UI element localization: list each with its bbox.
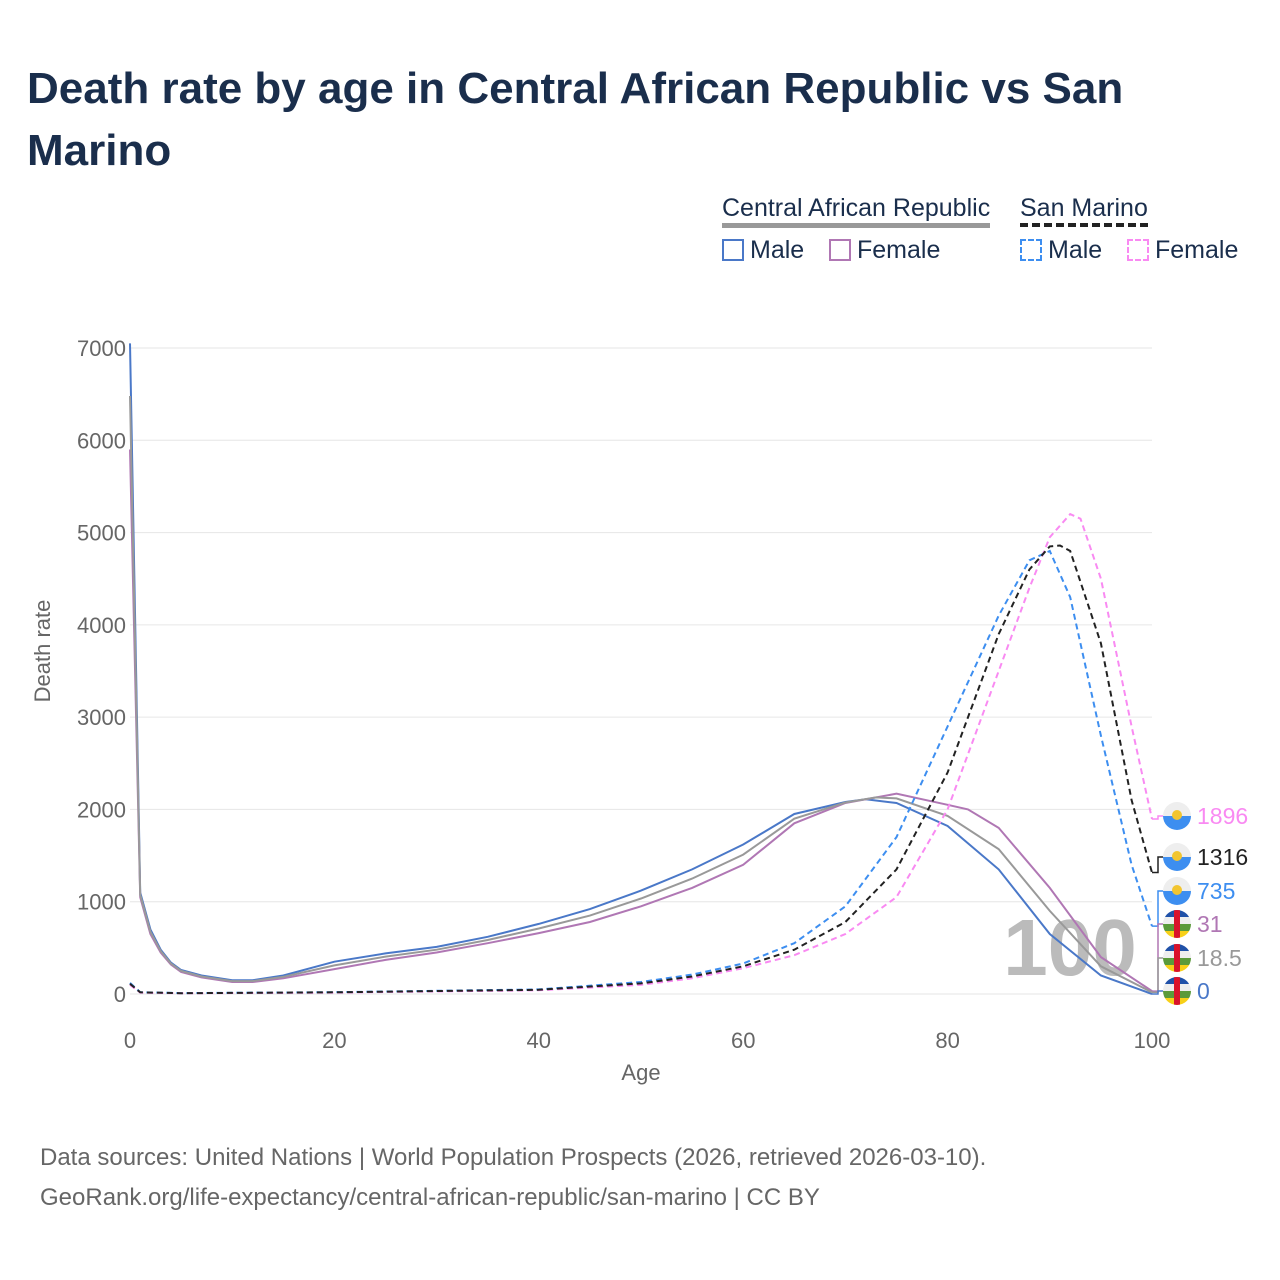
end-label-connector bbox=[1152, 890, 1166, 927]
legend-car-female[interactable]: Female bbox=[829, 236, 940, 265]
end-label-connector bbox=[1152, 856, 1166, 874]
end-label-connector bbox=[1152, 815, 1166, 820]
legend-swatch bbox=[1127, 239, 1149, 261]
series-line-3 bbox=[129, 549, 1153, 995]
legend-sm-male[interactable]: Male bbox=[1020, 236, 1102, 265]
legend-sm-female[interactable]: Female bbox=[1127, 236, 1238, 265]
chart-title: Death rate by age in Central African Rep… bbox=[27, 64, 1124, 175]
san-marino-flag-icon bbox=[1163, 843, 1191, 871]
end-value-label: 31 bbox=[1197, 911, 1223, 937]
y-tick-label: 5000 bbox=[77, 521, 126, 546]
legend-swatch bbox=[1020, 239, 1042, 261]
legend-swatch bbox=[829, 239, 851, 261]
y-tick-label: 4000 bbox=[77, 613, 126, 638]
end-value-label: 1316 bbox=[1197, 844, 1248, 870]
end-label-connector bbox=[1152, 957, 1166, 994]
end-value-label: 0 bbox=[1197, 978, 1210, 1004]
car-flag-icon bbox=[1163, 910, 1191, 938]
series-line-1 bbox=[129, 449, 1153, 992]
series-line-2 bbox=[129, 395, 1153, 994]
x-tick-label: 0 bbox=[124, 1028, 136, 1053]
x-tick-label: 80 bbox=[935, 1028, 959, 1053]
legend-car-male[interactable]: Male bbox=[722, 236, 804, 265]
y-tick-label: 2000 bbox=[77, 797, 126, 822]
legend-label: Male bbox=[750, 236, 805, 264]
legend-label: Female bbox=[1155, 236, 1239, 264]
x-tick-label: 20 bbox=[322, 1028, 346, 1053]
y-tick-label: 0 bbox=[114, 982, 126, 1007]
legend-group-car: Central African Republic bbox=[722, 194, 991, 228]
x-tick-label: 60 bbox=[731, 1028, 755, 1053]
source-text: Data sources: United Nations | World Pop… bbox=[40, 1144, 987, 1171]
x-axis-label: Age bbox=[621, 1060, 660, 1085]
watermark-age: 100 bbox=[1003, 903, 1136, 992]
series-line-0 bbox=[129, 343, 1153, 995]
end-value-label: 18.5 bbox=[1197, 945, 1242, 971]
source-url[interactable]: GeoRank.org/life-expectancy/central-afri… bbox=[40, 1184, 820, 1211]
y-axis-label: Death rate bbox=[30, 600, 55, 703]
car-flag-icon bbox=[1163, 977, 1191, 1005]
end-value-label: 1896 bbox=[1197, 803, 1248, 829]
x-tick-label: 100 bbox=[1134, 1028, 1171, 1053]
legend-label: Male bbox=[1048, 236, 1103, 264]
y-tick-label: 1000 bbox=[77, 890, 126, 915]
end-label-connector bbox=[1152, 990, 1166, 995]
y-tick-label: 6000 bbox=[77, 428, 126, 453]
legend-swatch bbox=[722, 239, 744, 261]
car-flag-icon bbox=[1163, 944, 1191, 972]
series-line-5 bbox=[129, 544, 1153, 995]
end-value-label: 735 bbox=[1197, 878, 1235, 904]
legend-group-sm: San Marino bbox=[1020, 194, 1148, 227]
legend-label: Female bbox=[857, 236, 941, 264]
san-marino-flag-icon bbox=[1163, 802, 1191, 830]
san-marino-flag-icon bbox=[1163, 877, 1191, 905]
series-line-4 bbox=[129, 512, 1153, 995]
footer: Data sources: United Nations | World Pop… bbox=[40, 1138, 986, 1218]
y-tick-label: 7000 bbox=[77, 336, 126, 361]
x-tick-label: 40 bbox=[527, 1028, 551, 1053]
y-tick-label: 3000 bbox=[77, 705, 126, 730]
